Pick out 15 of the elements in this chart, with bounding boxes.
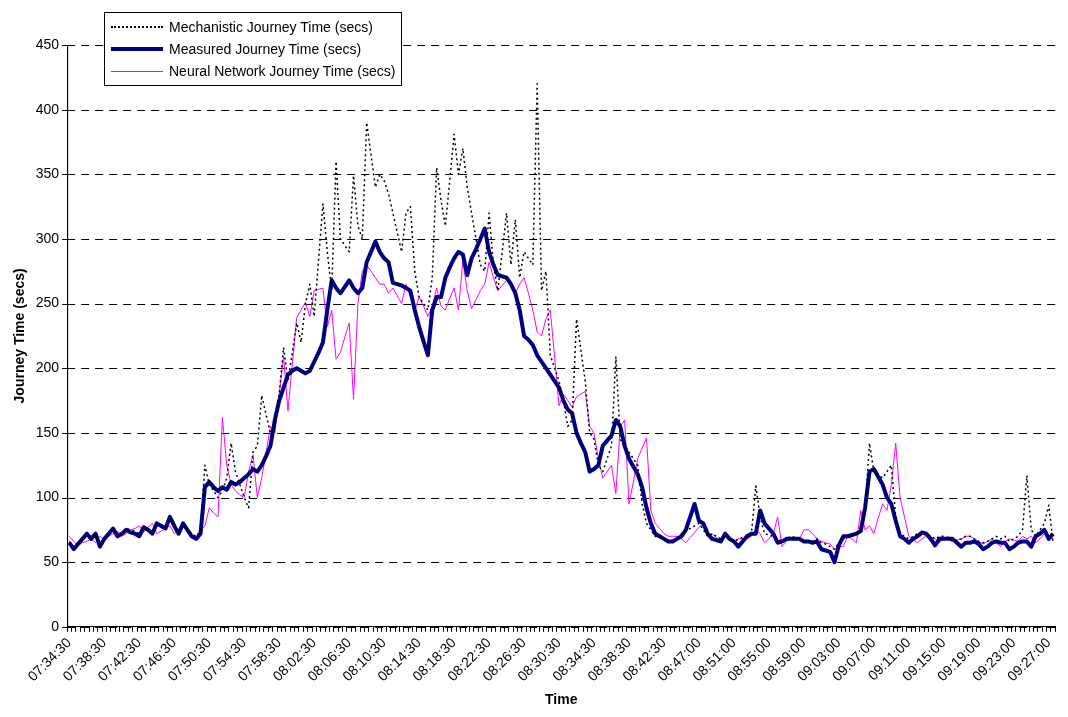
legend-label: Measured Journey Time (secs) bbox=[169, 41, 362, 57]
y-axis-title: Journey Time (secs) bbox=[11, 268, 28, 404]
y-tick-label: 400 bbox=[35, 100, 60, 117]
legend-label: Mechanistic Journey Time (secs) bbox=[169, 19, 373, 35]
y-tick-label: 0 bbox=[51, 617, 60, 634]
x-axis-title: Time bbox=[545, 691, 578, 708]
legend-label: Neural Network Journey Time (secs) bbox=[169, 63, 396, 79]
y-tick-label: 350 bbox=[35, 165, 60, 182]
y-tick-label: 250 bbox=[35, 294, 60, 311]
y-tick-label: 50 bbox=[43, 553, 60, 569]
y-tick-label: 150 bbox=[35, 423, 60, 440]
y-tick-label: 450 bbox=[35, 35, 60, 52]
y-tick-label: 100 bbox=[35, 488, 60, 505]
y-tick-label: 200 bbox=[35, 359, 60, 376]
y-tick-label: 300 bbox=[35, 229, 60, 246]
